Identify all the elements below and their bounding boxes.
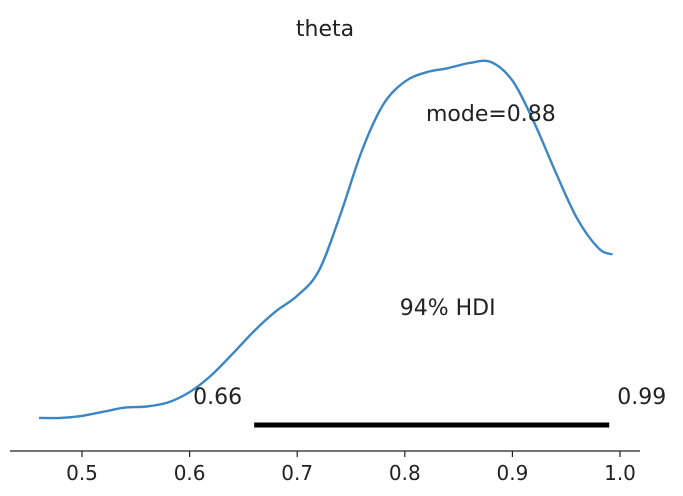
density-curve-layer	[38, 59, 613, 420]
hdi-high-label: 0.99	[617, 385, 666, 410]
x-tick-label-3: 0.8	[389, 461, 421, 485]
x-tick-label-5: 1.0	[604, 461, 636, 485]
x-axis-ticks: 0.5 0.6 0.7 0.8 0.9 1.0	[66, 451, 636, 485]
density-line-0	[38, 59, 613, 420]
x-tick-label-2: 0.7	[281, 461, 313, 485]
x-tick-label-1: 0.6	[174, 461, 206, 485]
mode-annotation: mode=0.88	[426, 102, 556, 127]
hdi-low-label: 0.66	[193, 385, 242, 410]
x-tick-label-0: 0.5	[66, 461, 98, 485]
x-tick-label-4: 0.9	[496, 461, 528, 485]
chart-title: theta	[296, 17, 354, 42]
hdi-label: 94% HDI	[400, 296, 496, 321]
